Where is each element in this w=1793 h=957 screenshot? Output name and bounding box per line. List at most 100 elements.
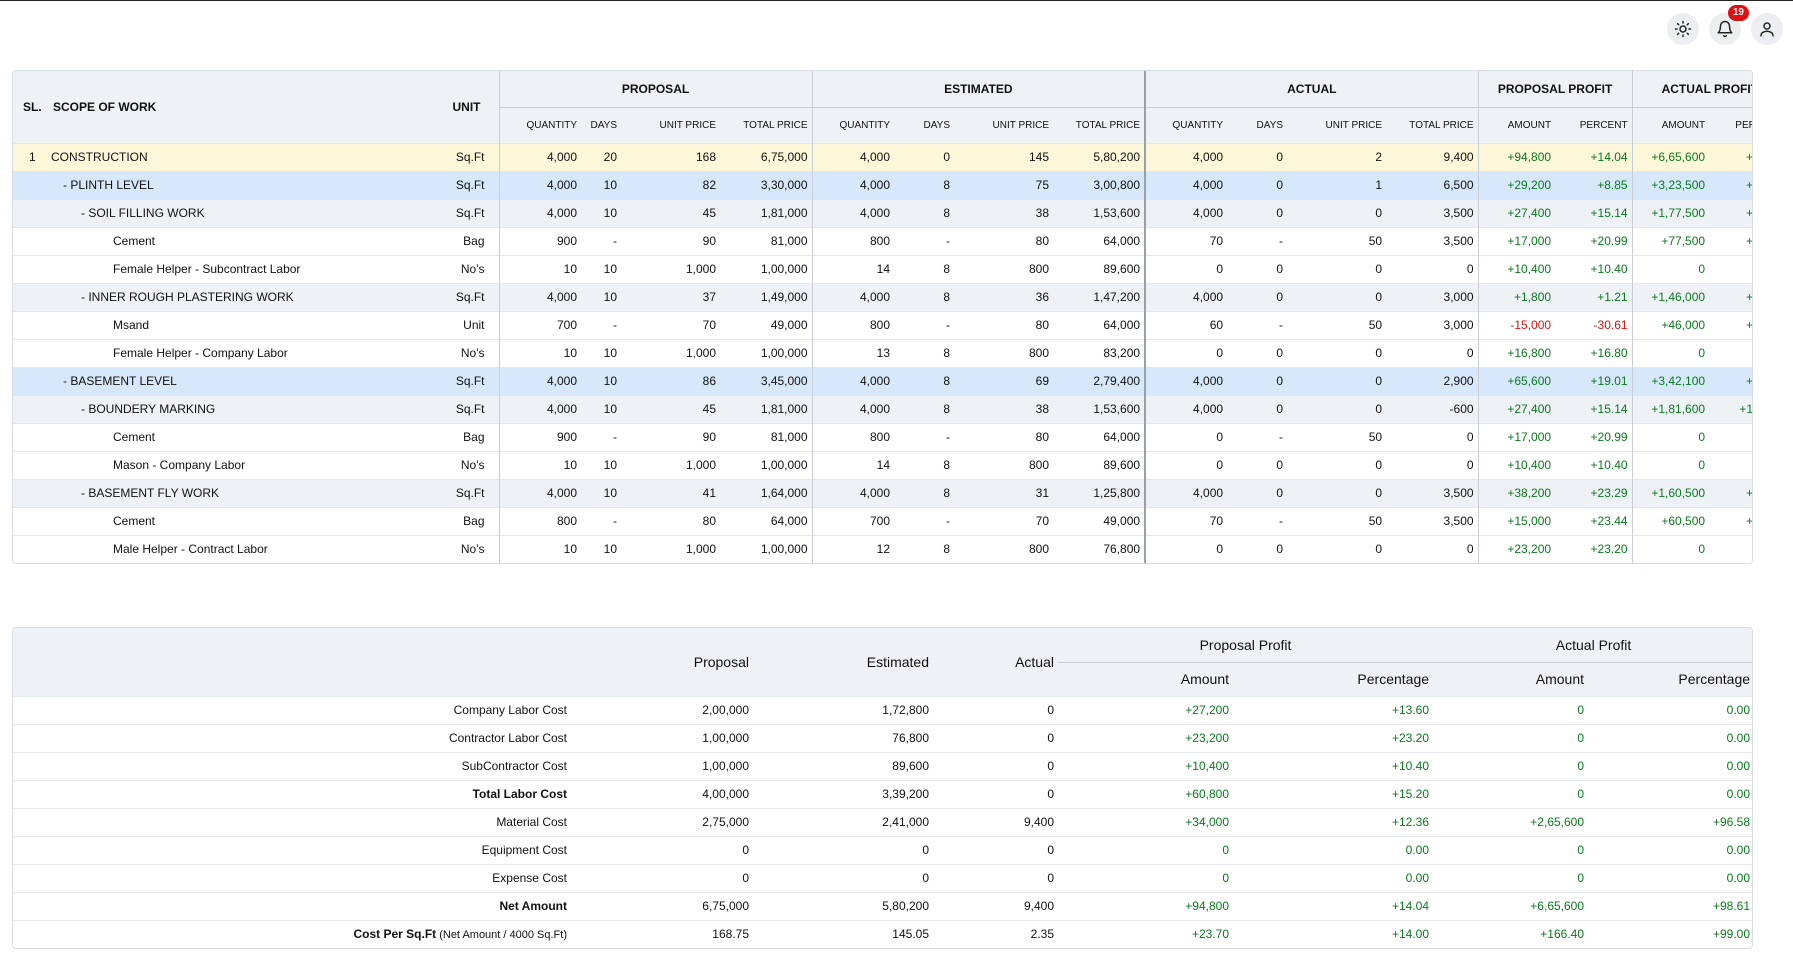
row-cell: 4,000 bbox=[498, 142, 581, 171]
row-cell: 90 bbox=[621, 226, 720, 255]
row-cell: 0 bbox=[1287, 478, 1387, 507]
row-sl bbox=[13, 310, 43, 339]
row-cell: 38 bbox=[954, 198, 1054, 227]
summary-row-label: Contractor Labor Cost bbox=[448, 731, 567, 745]
row-scope: Female Helper - Subcontract Labor bbox=[43, 254, 403, 283]
summary-col-percentage: Percentage bbox=[1588, 662, 1752, 696]
row-cell: 37 bbox=[621, 282, 720, 311]
row-cell: 3,500 bbox=[1386, 478, 1479, 507]
row-cell: - bbox=[1227, 422, 1288, 451]
row-cell: 800 bbox=[954, 534, 1054, 563]
summary-profit-value: 0.00 bbox=[1588, 779, 1752, 808]
row-cell: 38 bbox=[954, 394, 1054, 423]
row-profit-cell: +3,42,100 bbox=[1631, 366, 1710, 395]
row-cell: 4,000 bbox=[811, 170, 895, 199]
row-scope: - BOUNDERY MARKING bbox=[43, 394, 403, 423]
table-row[interactable]: Mason - Company Labor No's 10 10 1,000 1,00,0… bbox=[13, 450, 1752, 479]
row-sl bbox=[13, 170, 43, 199]
row-profit-cell: +94.53 bbox=[1709, 506, 1752, 535]
row-cell: 800 bbox=[498, 506, 581, 535]
summary-value: 0 bbox=[753, 863, 933, 892]
row-cell: 20 bbox=[581, 142, 621, 171]
table-row[interactable]: - PLINTH LEVEL Sq.Ft 4,000 10 82 3,30,000 4,00… bbox=[13, 170, 1752, 199]
row-cell: 900 bbox=[498, 226, 581, 255]
row-cell: 4,000 bbox=[498, 198, 581, 227]
row-cell: 0 bbox=[1144, 338, 1228, 367]
row-unit: No's bbox=[403, 450, 499, 479]
row-cell: 4,000 bbox=[811, 394, 895, 423]
row-cell: 800 bbox=[954, 450, 1054, 479]
row-cell: 4,000 bbox=[1144, 282, 1228, 311]
row-cell: 4,000 bbox=[811, 142, 895, 171]
summary-profit-value: +12.36 bbox=[1233, 807, 1434, 836]
row-cell: - bbox=[894, 422, 955, 451]
summary-table: Proposal Estimated Actual Proposal Profi… bbox=[13, 628, 1752, 948]
summary-profit-value: +34,000 bbox=[1058, 807, 1233, 836]
col-unit-price: UNIT PRICE bbox=[954, 107, 1054, 143]
row-cell: 10 bbox=[581, 254, 621, 283]
col-quantity: QUANTITY bbox=[811, 107, 895, 143]
row-cell: 700 bbox=[811, 506, 895, 535]
row-cell: 70 bbox=[621, 310, 720, 339]
row-cell: 80 bbox=[954, 226, 1054, 255]
table-row[interactable]: - BASEMENT LEVEL Sq.Ft 4,000 10 86 3,45,000 4,… bbox=[13, 366, 1752, 395]
theme-toggle-button[interactable] bbox=[1667, 13, 1699, 45]
table-row[interactable]: Cement Bag 900-90 81,000 800-80 64,000 70-50 3,… bbox=[13, 226, 1752, 255]
top-border bbox=[0, 0, 1793, 1]
table-row[interactable]: 1 CONSTRUCTION Sq.Ft 4,000 20 168 6,75,000 4,00… bbox=[13, 142, 1752, 171]
summary-value: 0 bbox=[933, 695, 1058, 724]
row-cell: 800 bbox=[811, 226, 895, 255]
row-cell: 81,000 bbox=[720, 226, 813, 255]
table-row[interactable]: - BOUNDERY MARKING Sq.Ft 4,000 10 45 1,81,000… bbox=[13, 394, 1752, 423]
group-actual-profit: ACTUAL PROFIT bbox=[1631, 71, 1752, 108]
summary-col-proposal: Proposal bbox=[573, 628, 753, 696]
user-profile-button[interactable] bbox=[1751, 13, 1783, 45]
row-sl bbox=[13, 450, 43, 479]
notifications-button[interactable]: 19 bbox=[1709, 5, 1749, 45]
summary-value: 2,00,000 bbox=[573, 695, 753, 724]
row-cell: 86 bbox=[621, 366, 720, 395]
group-estimated: ESTIMATED bbox=[811, 71, 1146, 108]
row-cell: 4,000 bbox=[498, 366, 581, 395]
row-cell: 10 bbox=[581, 198, 621, 227]
row-cell: 0 bbox=[1287, 282, 1387, 311]
col-quantity: QUANTITY bbox=[498, 107, 581, 143]
row-scope: - INNER ROUGH PLASTERING WORK bbox=[43, 282, 403, 311]
row-cell: 0 bbox=[1386, 338, 1479, 367]
row-cell: 1,81,000 bbox=[720, 394, 813, 423]
summary-row: Total Labor Cost 4,00,000 3,39,200 0 +60,800… bbox=[13, 779, 1752, 808]
row-cell: 3,000 bbox=[1386, 310, 1479, 339]
summary-row: Material Cost 2,75,000 2,41,000 9,400 +34,00… bbox=[13, 807, 1752, 836]
summary-value: 0 bbox=[573, 835, 753, 864]
table-row[interactable]: - BASEMENT FLY WORK Sq.Ft 4,000 10 41 1,64,00… bbox=[13, 478, 1752, 507]
summary-value: 1,00,000 bbox=[573, 751, 753, 780]
row-profit-cell: +10.40 bbox=[1555, 450, 1633, 479]
summary-profit-value: 0.00 bbox=[1588, 863, 1752, 892]
table-row[interactable]: Male Helper - Contract Labor No's 10 10 1,00… bbox=[13, 534, 1752, 563]
table-row[interactable]: Female Helper - Company Labor No's 10 10 1,0… bbox=[13, 338, 1752, 367]
table-row[interactable]: Cement Bag 800-80 64,000 700-70 49,000 70-50 3,… bbox=[13, 506, 1752, 535]
table-row[interactable]: - INNER ROUGH PLASTERING WORK Sq.Ft 4,000 1… bbox=[13, 282, 1752, 311]
col-unit-price: UNIT PRICE bbox=[1287, 107, 1387, 143]
row-profit-cell: 0 bbox=[1631, 338, 1710, 367]
row-cell: 0 bbox=[1227, 478, 1288, 507]
row-cell: 70 bbox=[1144, 506, 1228, 535]
row-cell: 4,000 bbox=[1144, 366, 1228, 395]
row-cell: 10 bbox=[498, 254, 581, 283]
table-row[interactable]: - SOIL FILLING WORK Sq.Ft 4,000 10 45 1,81,00… bbox=[13, 198, 1752, 227]
row-cell: 0 bbox=[1287, 394, 1387, 423]
row-cell: 1,000 bbox=[621, 254, 720, 283]
row-cell: 0 bbox=[1144, 254, 1228, 283]
row-profit-cell: +98.03 bbox=[1709, 170, 1752, 199]
table-row[interactable]: Female Helper - Subcontract Labor No's 10 1… bbox=[13, 254, 1752, 283]
row-cell: 8 bbox=[894, 254, 955, 283]
table-row[interactable]: Cement Bag 900-90 81,000 800-80 64,000 0-50 0 +1… bbox=[13, 422, 1752, 451]
row-profit-cell: +46,000 bbox=[1631, 310, 1710, 339]
row-profit-cell: -30.61 bbox=[1555, 310, 1633, 339]
row-cell: 50 bbox=[1287, 422, 1387, 451]
summary-profit-value: 0 bbox=[1433, 835, 1589, 864]
table-row[interactable]: Msand Unit 700-70 49,000 800-80 64,000 60-50 3,… bbox=[13, 310, 1752, 339]
summary-row-label: Cost Per Sq.Ft bbox=[353, 927, 437, 942]
row-cell: 75 bbox=[954, 170, 1054, 199]
row-unit: Sq.Ft bbox=[403, 170, 499, 199]
